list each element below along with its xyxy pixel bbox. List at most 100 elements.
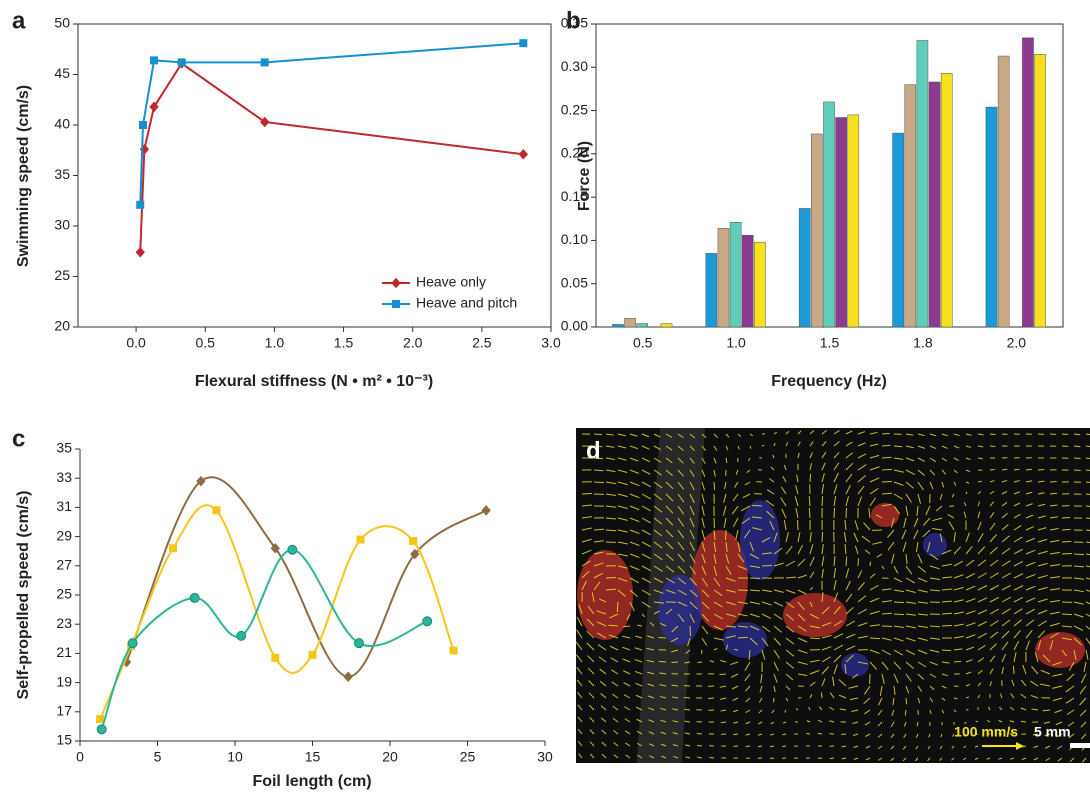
velocity-vector [697, 662, 702, 663]
marker [355, 639, 364, 648]
y-tick-label: 31 [56, 498, 72, 514]
velocity-vector [594, 529, 604, 530]
bar [998, 56, 1009, 327]
marker [482, 506, 490, 515]
y-tick-label: 0.20 [561, 145, 588, 161]
y-tick-label: 40 [54, 116, 70, 132]
bar [637, 324, 648, 327]
x-tick-label: 5 [154, 749, 162, 765]
y-tick-label: 33 [56, 469, 72, 485]
velocity-vector [734, 649, 738, 650]
velocity-vector [821, 693, 822, 698]
series-line [127, 477, 487, 677]
velocity-vector [882, 457, 892, 458]
x-axis-title: Foil length (cm) [252, 773, 371, 790]
x-axis-title: Frequency (Hz) [771, 373, 887, 390]
marker [261, 58, 269, 66]
bar [929, 82, 940, 327]
marker [519, 150, 527, 159]
y-tick-label: 30 [54, 217, 70, 233]
velocity-vector [1074, 434, 1080, 435]
marker [212, 506, 220, 514]
series-line [140, 63, 523, 252]
length-scale-bar [1070, 743, 1090, 748]
y-tick-label: 50 [54, 15, 70, 31]
y-axis-title: Swimming speed (cm/s) [15, 85, 32, 267]
velocity-vector [906, 698, 907, 704]
velocity-vector [762, 445, 764, 446]
series-line [140, 43, 523, 205]
marker [128, 639, 137, 648]
marker [423, 617, 432, 626]
bar [986, 107, 997, 327]
velocity-vector [870, 638, 880, 639]
velocity-vector [830, 758, 834, 759]
marker [288, 545, 297, 554]
y-tick-label: 20 [54, 318, 70, 334]
marker [169, 544, 177, 552]
marker [344, 672, 352, 681]
y-tick-label: 0.25 [561, 101, 588, 117]
x-axis-title: Flexural stiffness (N • m² • 10⁻³) [195, 373, 433, 390]
velocity-vector [659, 661, 666, 662]
x-tick-label: 15 [305, 749, 321, 765]
velocity-vector [841, 734, 846, 735]
bar [799, 208, 810, 327]
velocity-vector [882, 445, 890, 446]
bar [905, 85, 916, 327]
y-tick-label: 0.00 [561, 318, 588, 334]
marker [450, 646, 458, 654]
bar [706, 253, 717, 327]
velocity-vector [1062, 614, 1072, 615]
velocity-vector [770, 746, 774, 747]
bar [1035, 54, 1046, 327]
velocity-vector [658, 637, 666, 638]
y-tick-label: 35 [56, 440, 72, 456]
y-tick-label: 29 [56, 527, 72, 543]
velocity-vector [882, 469, 892, 470]
x-tick-label: 1.5 [820, 335, 840, 351]
bar [718, 228, 729, 327]
y-tick-label: 21 [56, 644, 72, 660]
bar [836, 117, 847, 327]
marker [357, 536, 365, 544]
bar [848, 115, 859, 327]
y-axis-title: Self-propelled speed (cm/s) [15, 491, 32, 700]
velocity-vector [942, 650, 951, 651]
velocity-vector [746, 746, 750, 747]
y-tick-label: 23 [56, 615, 72, 631]
velocity-vector [822, 532, 823, 542]
x-tick-label: 0.5 [196, 335, 216, 351]
x-tick-label: 0.0 [126, 335, 146, 351]
velocity-vector [594, 482, 604, 483]
velocity-vector [954, 661, 961, 662]
velocity-vector [822, 496, 823, 506]
velocity-vector [697, 733, 702, 734]
x-tick-label: 2.0 [1007, 335, 1027, 351]
velocity-vector [1074, 458, 1081, 459]
x-tick-label: 10 [227, 749, 243, 765]
x-tick-label: 0.5 [633, 335, 653, 351]
bar [941, 73, 952, 327]
velocity-vector [990, 434, 995, 435]
bar [730, 222, 741, 327]
y-tick-label: 17 [56, 703, 72, 719]
y-tick-label: 27 [56, 557, 72, 573]
bar [893, 133, 904, 327]
velocity-vector [582, 493, 592, 494]
x-tick-label: 1.8 [913, 335, 933, 351]
velocity-vector [1026, 469, 1032, 470]
marker [409, 537, 417, 545]
velocity-vector [1062, 517, 1070, 518]
x-tick-label: 2.5 [472, 335, 492, 351]
x-tick-label: 1.0 [265, 335, 285, 351]
velocity-vector [623, 626, 630, 627]
velocity-vector [1062, 434, 1068, 435]
marker [392, 300, 400, 308]
x-tick-label: 2.0 [403, 335, 423, 351]
marker [519, 39, 527, 47]
velocity-vector [714, 482, 715, 490]
velocity-vector [846, 556, 847, 566]
velocity-vector [1074, 446, 1080, 447]
x-tick-label: 0 [76, 749, 84, 765]
